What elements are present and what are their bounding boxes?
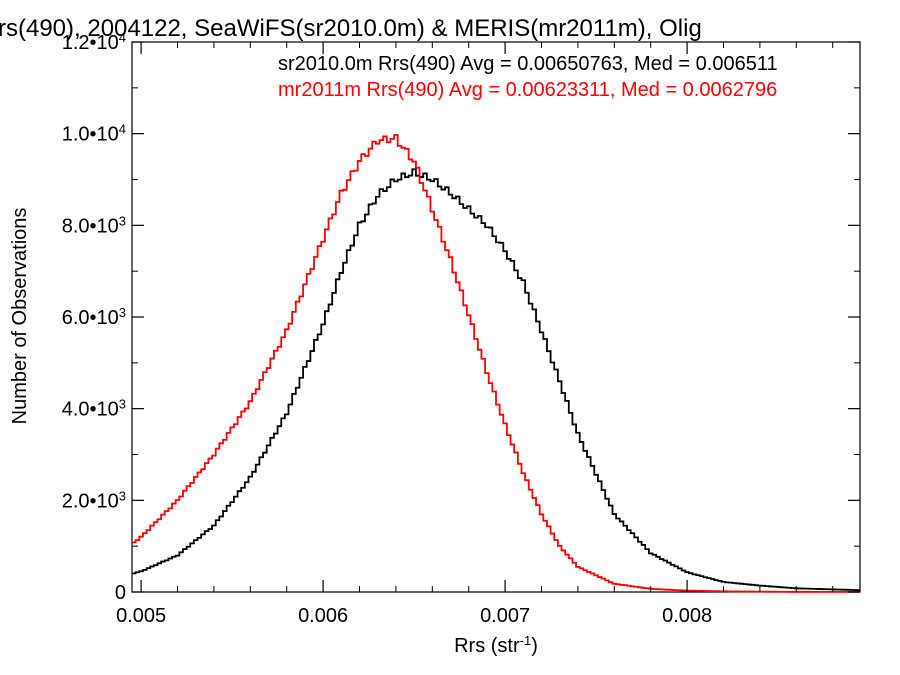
axis-frame-group: [131, 41, 861, 593]
tick-label-group: 0.005 0.006 0.007 0.008 0 2.0•103 4.0•103 6.0•1…: [62, 30, 860, 627]
legend-entry-mr2011m: mr2011m Rrs(490) Avg = 0.00623311, Med =…: [278, 79, 777, 101]
y-tick-label-0: 0: [115, 582, 126, 604]
y-tick-label-1: 2.0•103: [62, 488, 126, 513]
series-line-mr2011m: [132, 134, 860, 593]
x-tick-label-3: 0.008: [662, 605, 712, 627]
y-tick-label-5: 1.0•104: [62, 121, 126, 146]
y-tick-label-6: 1.2•104: [62, 30, 126, 55]
legend-entry-sr2010: sr2010.0m Rrs(490) Avg = 0.00650763, Med…: [278, 53, 778, 75]
plot-frame: [131, 41, 861, 593]
y-axis-label: Number of Observations: [9, 208, 31, 425]
y-tick-label-2: 4.0•103: [62, 396, 126, 421]
y-tick-label-4: 8.0•103: [62, 213, 126, 238]
x-tick-label-1: 0.006: [298, 605, 348, 627]
series-group: [132, 134, 860, 593]
x-tick-label-0: 0.005: [116, 605, 166, 627]
x-tick-label-2: 0.007: [480, 605, 530, 627]
chart-title: rs(490), 2004122, SeaWiFS(sr2010.0m) & M…: [0, 15, 702, 42]
series-line-sr2010.0m: [132, 168, 860, 592]
y-tick-label-3: 6.0•103: [62, 305, 126, 330]
x-axis-label: Rrs (str-1): [454, 633, 538, 658]
